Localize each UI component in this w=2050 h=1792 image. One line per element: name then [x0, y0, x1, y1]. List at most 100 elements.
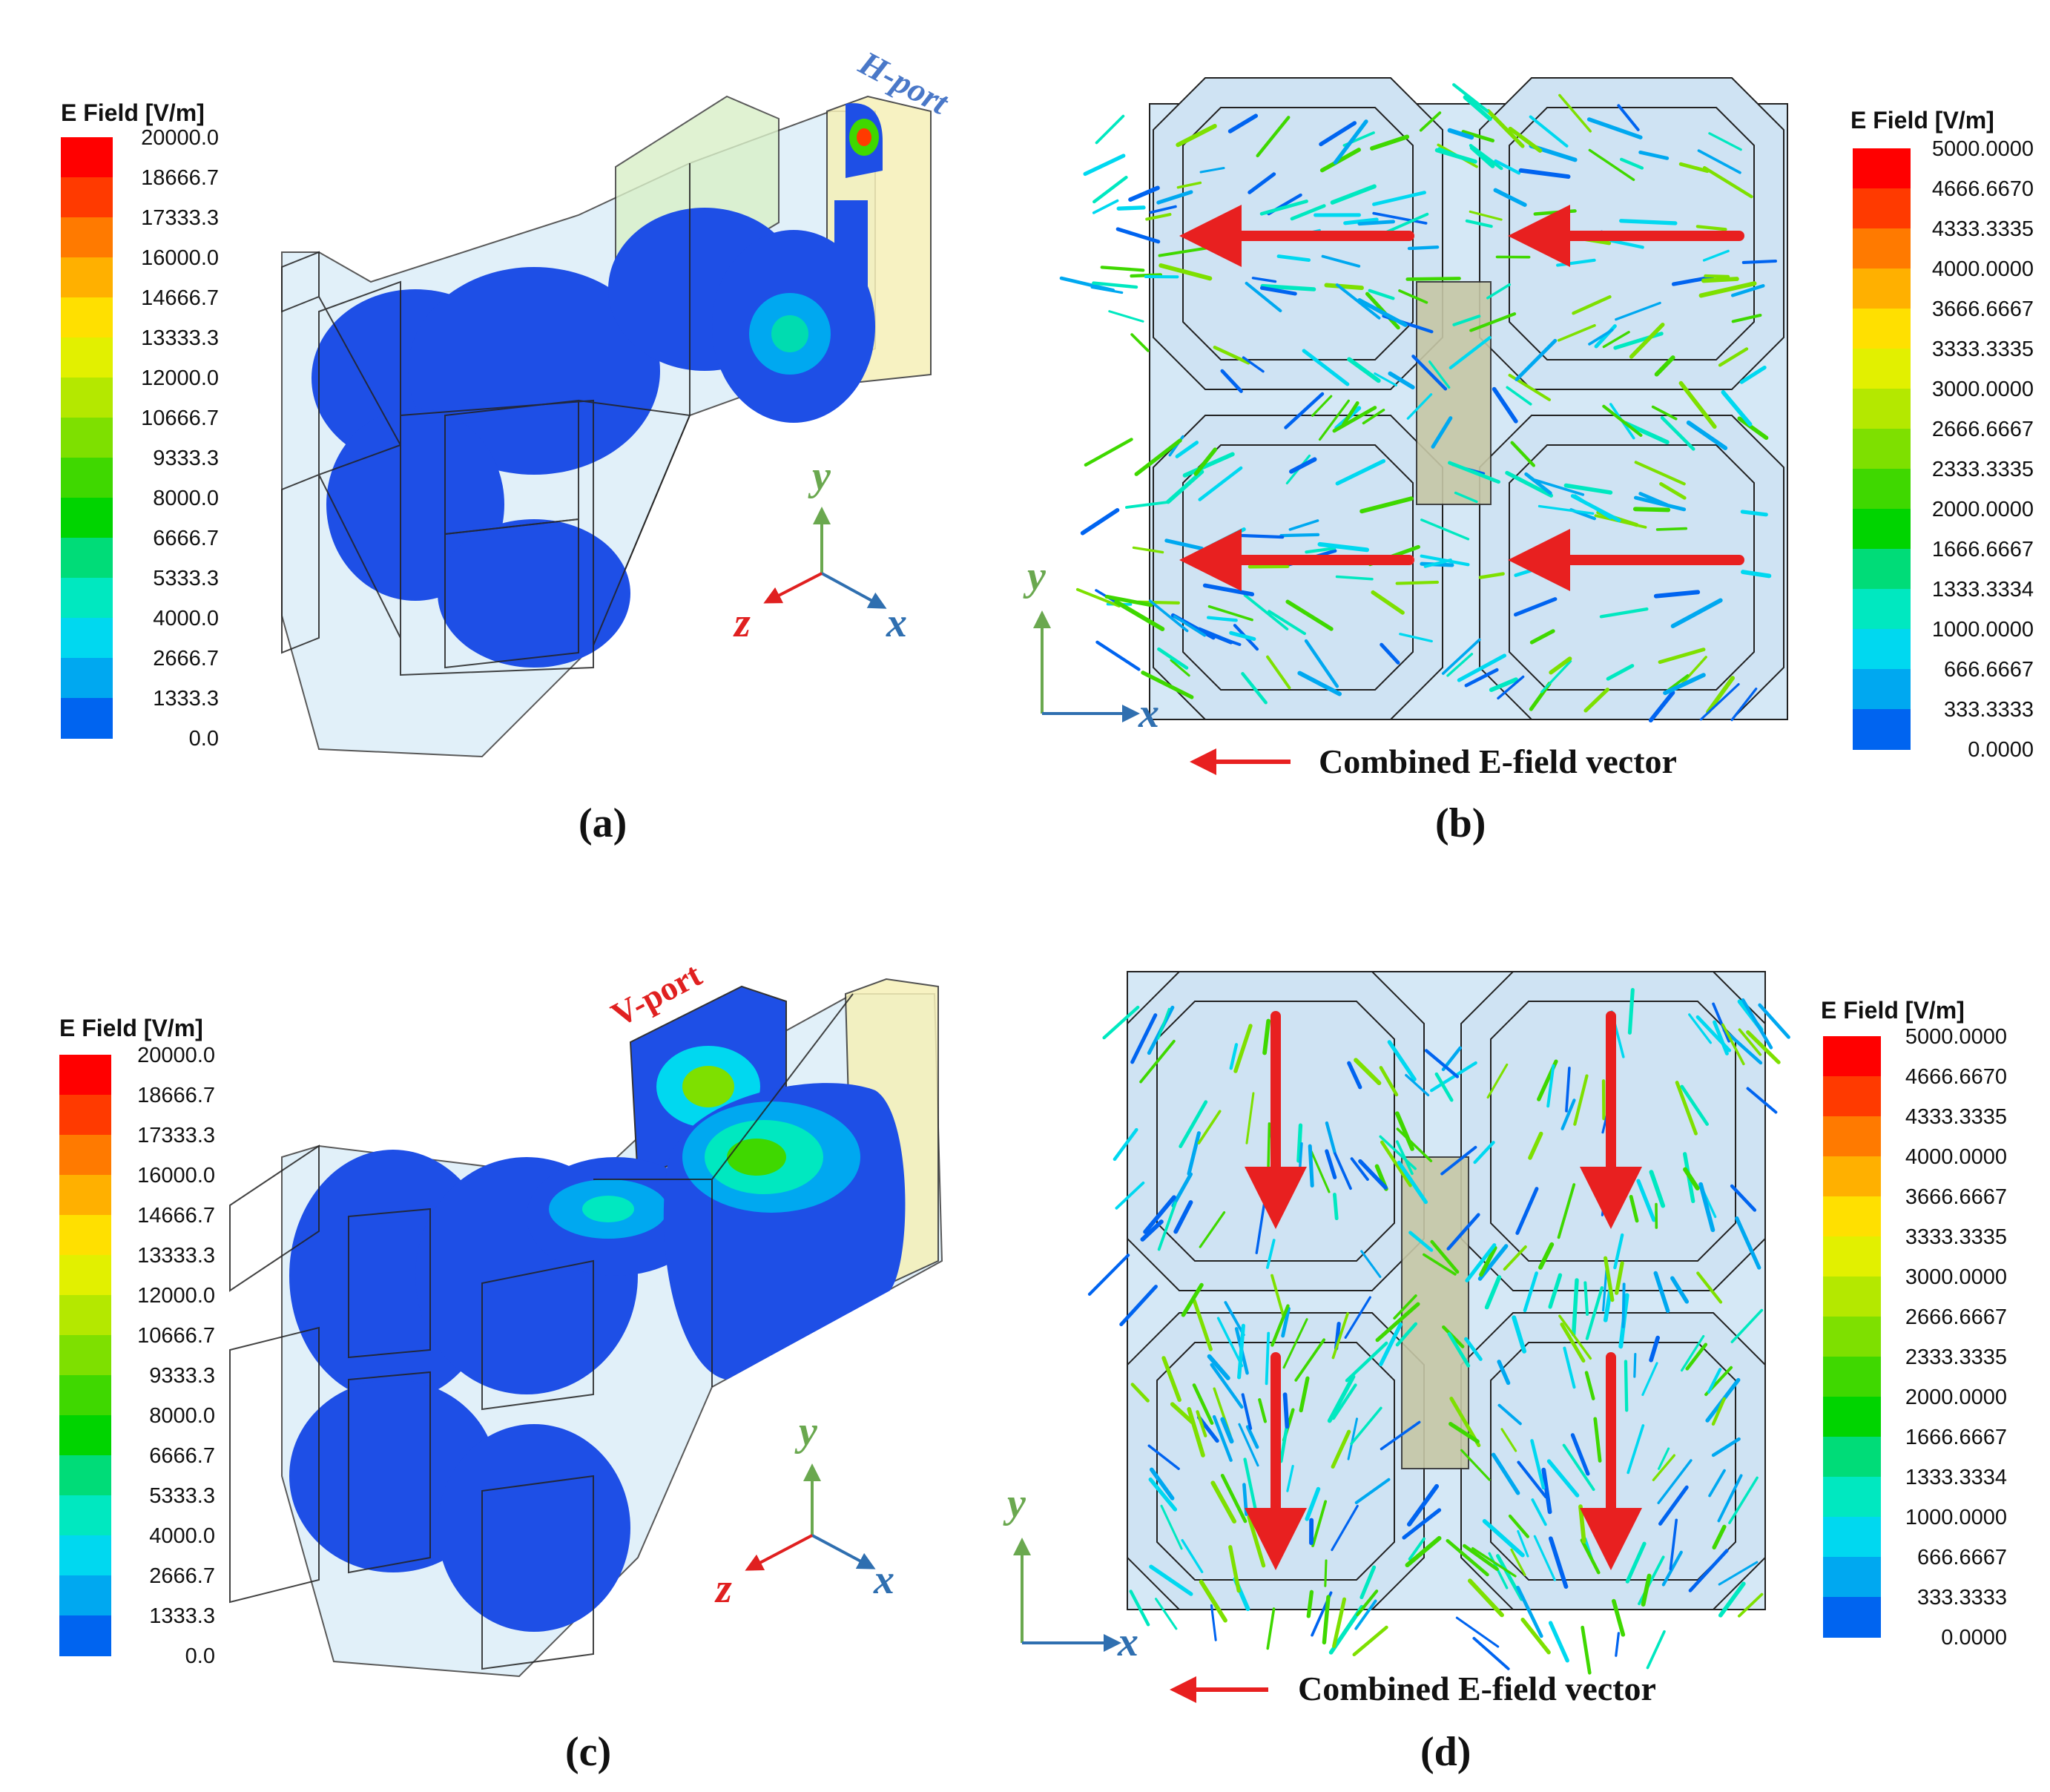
field-vector [1606, 664, 1635, 681]
field-vector [1563, 1346, 1576, 1389]
field-vector [1405, 1073, 1430, 1097]
field-vector [1350, 1157, 1369, 1181]
field-vector [1649, 1170, 1666, 1208]
colorbar-band [59, 1295, 111, 1336]
colorbar-tick-label: 666.6667 [1944, 658, 2034, 682]
colorbar-band [59, 1135, 111, 1176]
field-vector [1173, 1200, 1193, 1234]
field-vector [1102, 1005, 1140, 1040]
field-vector [1359, 496, 1414, 514]
field-vector [1588, 148, 1635, 182]
field-vector [1469, 312, 1517, 332]
colorbar-band [61, 498, 113, 538]
field-vector [1632, 507, 1671, 513]
field-vector [1290, 204, 1326, 221]
field-vector [1529, 115, 1569, 148]
colorbar-tick-label: 4000.0 [149, 1524, 215, 1548]
field-vector [1130, 1383, 1150, 1403]
field-vector [1663, 673, 1706, 696]
field-vector [1354, 1058, 1382, 1086]
axis-label-x-d: x [1117, 1619, 1138, 1665]
field-vector [1678, 381, 1717, 429]
colorbar-band [61, 578, 113, 619]
field-vector [1148, 599, 1189, 633]
colorbar-band [1823, 1236, 1881, 1277]
field-vector [1192, 1299, 1213, 1351]
field-vector [1613, 1233, 1624, 1270]
field-vector [1740, 510, 1768, 517]
field-vector [1520, 1618, 1551, 1655]
field-vector [1289, 457, 1317, 474]
unit-cell-inner [1182, 107, 1414, 360]
field-vector [1332, 1597, 1347, 1648]
field-vector [1411, 355, 1448, 391]
colorbar-tick-label: 5333.3 [153, 567, 219, 590]
structure-3d-a [281, 95, 932, 758]
field-vector [1330, 184, 1377, 205]
colorbar-tick-label: 4666.6670 [1932, 177, 2034, 201]
colorbar-band [1853, 389, 1911, 429]
field-vector [1259, 286, 1297, 296]
field-vector [1210, 1363, 1244, 1409]
field-vector [1565, 1067, 1571, 1113]
field-vector [1538, 1242, 1555, 1270]
field-vector [1395, 1322, 1418, 1347]
field-vector [1357, 220, 1396, 226]
main-arrows-b [1179, 205, 1744, 591]
colorbar-band [59, 1095, 111, 1136]
field-vector [1493, 188, 1527, 207]
field-vector [1615, 301, 1661, 321]
colorbar-band [61, 418, 113, 458]
field-vector [1248, 172, 1276, 194]
field-vector [1517, 1460, 1548, 1499]
colorbar-band [1823, 1477, 1881, 1518]
field-vector [1125, 501, 1169, 509]
field-vector [1397, 1160, 1428, 1205]
field-vector [1515, 338, 1558, 382]
colorbar-band [59, 1615, 111, 1656]
field-vector [1297, 671, 1342, 696]
colorbar-tick-label: 16000.0 [137, 1164, 215, 1187]
field-vector [1332, 406, 1377, 433]
field-vector [1206, 616, 1238, 622]
unit-cell-inner [1490, 1342, 1736, 1581]
colorbar-tick-label: 2000.0000 [1932, 498, 2034, 521]
field-vector [1482, 1518, 1525, 1558]
field-vector [1461, 130, 1495, 142]
field-vector [1176, 181, 1202, 189]
field-vector [1434, 1072, 1454, 1102]
field-vector [1241, 1393, 1253, 1430]
field-vector [1406, 393, 1433, 420]
colorbar-tick-label: 3000.0000 [1932, 378, 2034, 401]
caption-c: (c) [565, 1729, 611, 1775]
colorbar-tick-label: 0.0 [185, 1644, 215, 1668]
field-vector [1115, 227, 1161, 244]
field-vector [1193, 447, 1218, 476]
field-vector [1629, 322, 1665, 359]
field-vector [1730, 688, 1758, 722]
field-vector [1114, 599, 1165, 631]
field-vector [1197, 1110, 1222, 1144]
field-vector [1560, 1098, 1576, 1130]
field-vector [1265, 1331, 1270, 1386]
colorbar-band [1853, 589, 1911, 630]
field-vector [1513, 597, 1558, 617]
colorbar-band [61, 538, 113, 579]
field-vector [1233, 1024, 1253, 1073]
field-vector [1530, 1439, 1546, 1490]
field-vector [1452, 83, 1489, 113]
legend-title-c: E Field [V/m] [59, 1015, 203, 1041]
field-vector [1108, 310, 1144, 323]
field-vector [1638, 492, 1669, 507]
field-vector [1319, 121, 1357, 147]
axis-label-x-b: x [1138, 691, 1159, 737]
field-vector [1347, 357, 1381, 383]
field-vector [1288, 519, 1319, 531]
field-vector [1396, 1127, 1433, 1162]
unit-cell-inner [1156, 1001, 1395, 1262]
caption-a: (a) [579, 800, 627, 846]
field-vector [1669, 1518, 1678, 1571]
field-vector [1284, 392, 1325, 429]
field-vector [1651, 405, 1678, 421]
colorbar-band [1823, 1357, 1881, 1397]
